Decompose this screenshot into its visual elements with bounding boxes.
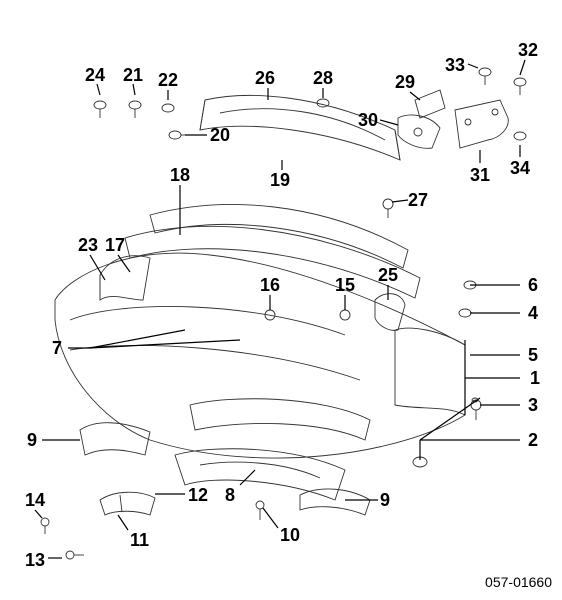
callout-16: 16 [260,275,280,296]
callout-22: 22 [158,70,178,91]
callout-32: 32 [518,40,538,61]
callout-20: 20 [210,125,230,146]
callout-33: 33 [445,55,465,76]
callout-3: 3 [528,395,538,416]
callout-27: 27 [408,190,428,211]
callout-2: 2 [528,430,538,451]
callout-23: 23 [78,235,98,256]
callout-9: 9 [27,430,37,451]
callout-4: 4 [528,303,538,324]
callout-14: 14 [25,490,45,511]
callout-34: 34 [510,158,530,179]
callout-6: 6 [528,275,538,296]
callout-13: 13 [25,550,45,571]
callout-30: 30 [358,110,378,131]
callout-12: 12 [188,485,208,506]
callout-18: 18 [170,165,190,186]
callout-19: 19 [270,170,290,191]
callout-11: 11 [130,530,149,551]
callout-17: 17 [105,235,125,256]
callout-29: 29 [395,72,415,93]
callout-9b: 9 [380,490,390,511]
callout-26: 26 [255,68,275,89]
callout-24: 24 [85,65,105,86]
callout-1: 1 [530,368,540,389]
callout-15: 15 [335,275,355,296]
callout-31: 31 [470,165,490,186]
callout-5: 5 [528,345,538,366]
callout-28: 28 [313,68,333,89]
diagram-part-number: 057-01660 [485,574,552,590]
leader-lines [0,0,562,600]
callout-8: 8 [225,485,235,506]
callout-21: 21 [123,65,143,86]
diagram-canvas: 1234567899101112131415161718192021222324… [0,0,562,600]
callout-10: 10 [280,525,300,546]
callout-7: 7 [52,338,62,359]
callout-25: 25 [378,265,398,286]
